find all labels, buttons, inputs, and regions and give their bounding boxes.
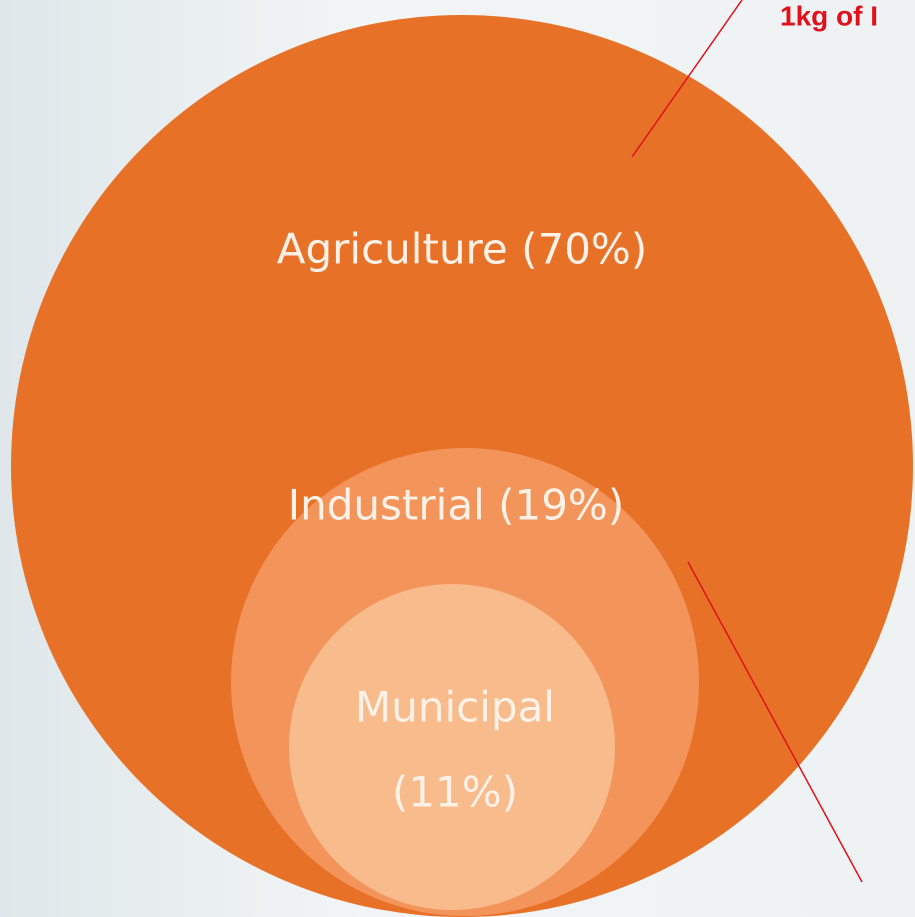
callout-line [687, 561, 863, 883]
municipal-circle [289, 584, 615, 910]
municipal-label: (11%) [392, 768, 518, 817]
municipal-label: Municipal [355, 683, 555, 732]
callout-text: 1kg of I [780, 0, 878, 31]
callout-line [631, 0, 743, 158]
industrial-label: Industrial (19%) [288, 481, 624, 530]
agriculture-label: Agriculture (70%) [277, 225, 647, 274]
